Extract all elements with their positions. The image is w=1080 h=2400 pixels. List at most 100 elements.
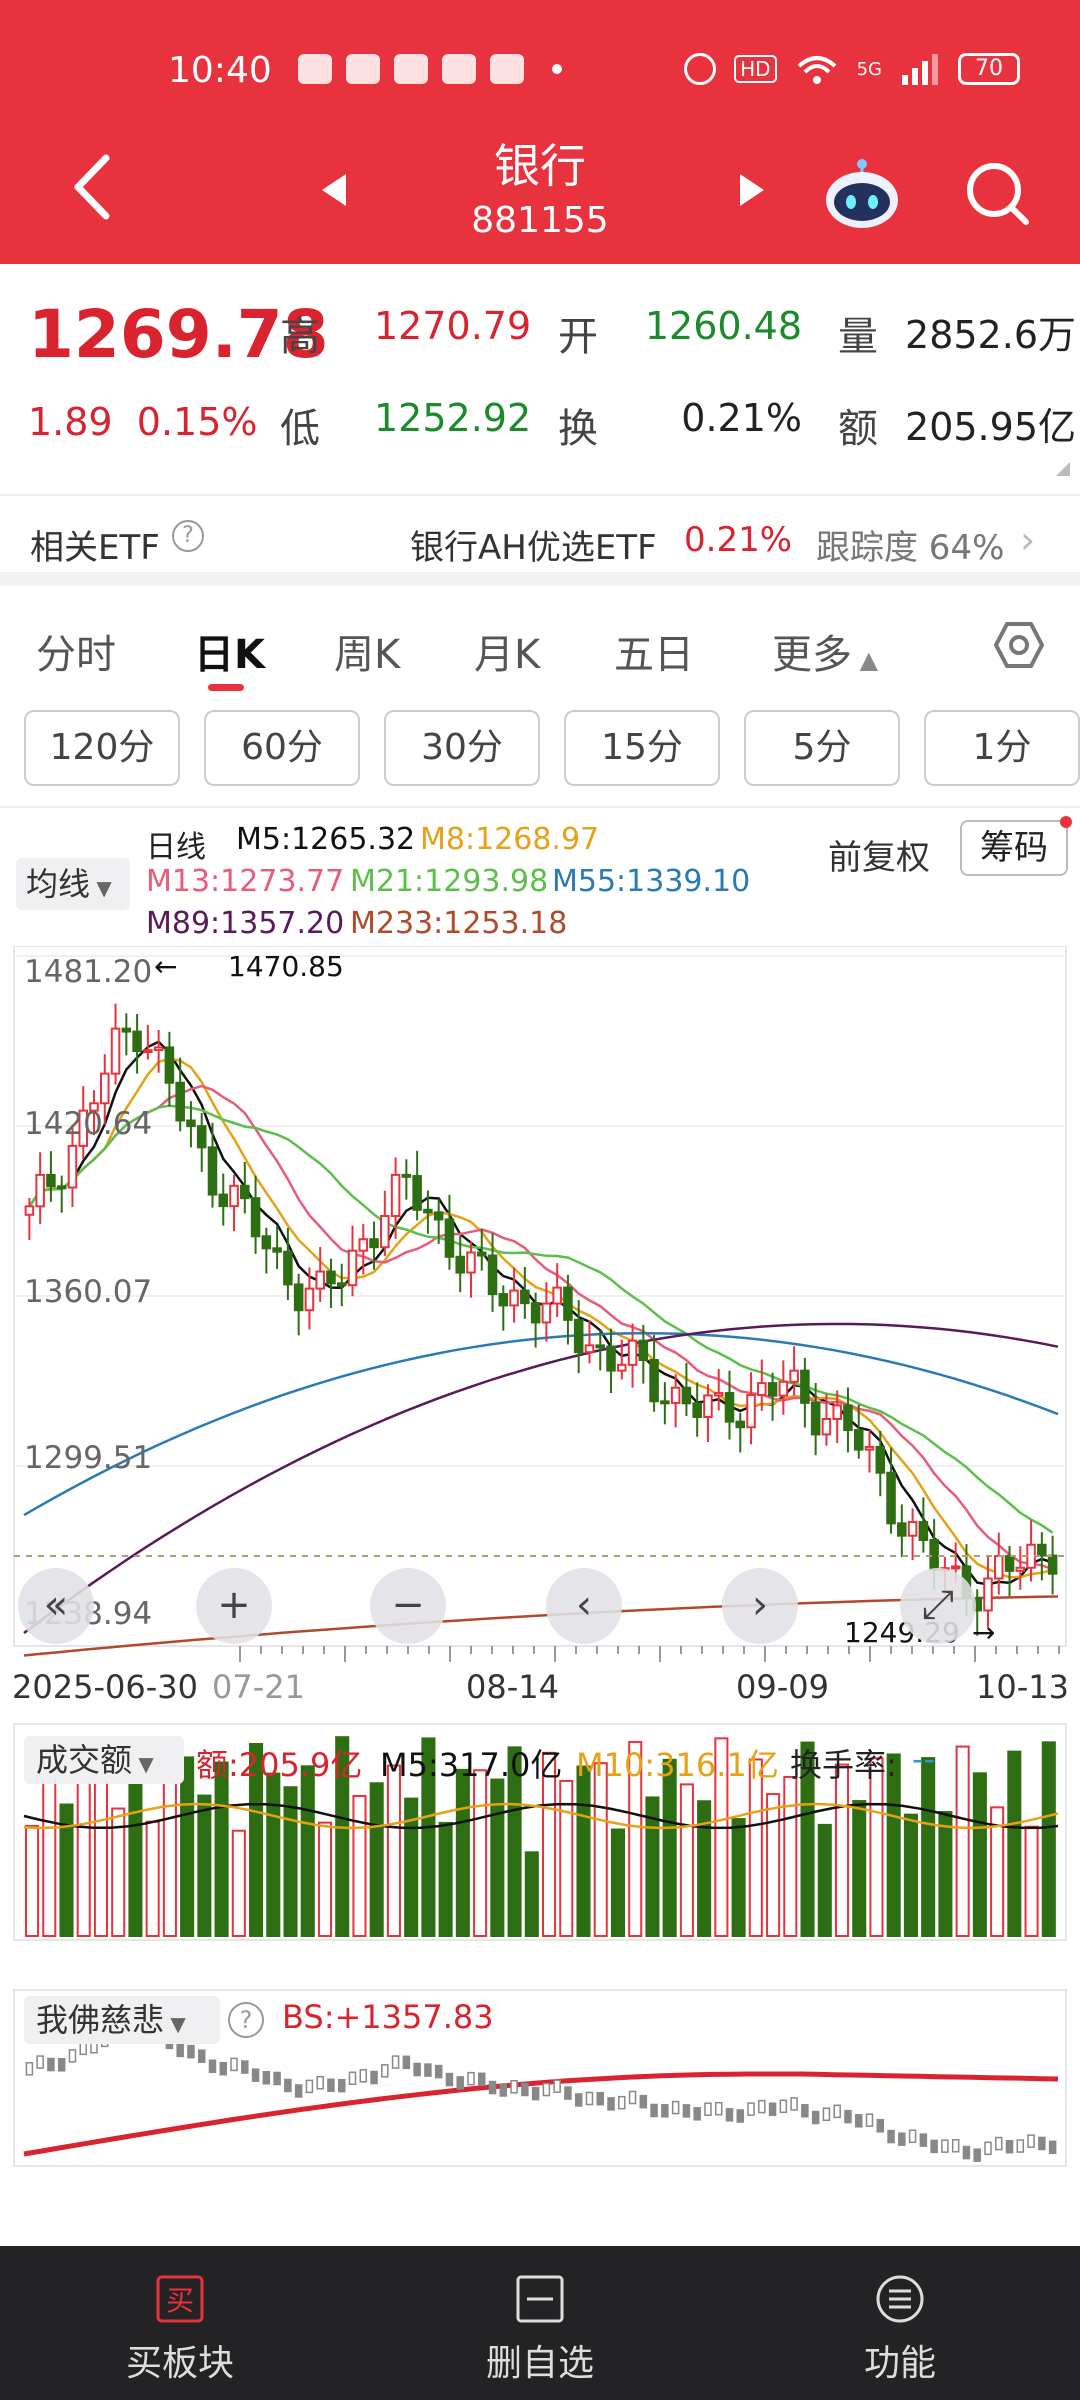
indicator-bar (1005, 2139, 1014, 2154)
functions-button[interactable]: 功能 (750, 2246, 1050, 2400)
candle-body (832, 1404, 842, 1421)
volume-indicator-dropdown[interactable]: 成交额 ▼ (24, 1736, 184, 1784)
tab-more-label: 更多 (772, 632, 852, 678)
indicator-bar (607, 2097, 615, 2111)
volume-bar (955, 1745, 970, 1937)
fullscreen-icon[interactable]: ⤢ (900, 1568, 976, 1644)
indicator-bar (876, 2118, 885, 2133)
indicator-bar (531, 2086, 540, 2101)
candle-body (326, 1270, 336, 1285)
indicator-bar (564, 2086, 572, 2100)
volume-bar (990, 1806, 1005, 1938)
indicator-bar (951, 2139, 960, 2153)
back-icon[interactable] (64, 152, 124, 222)
functions-label: 功能 (863, 2343, 936, 2384)
indicator-bar (47, 2057, 55, 2072)
period-5min[interactable]: 5分 (744, 710, 900, 786)
indicator-bar (521, 2082, 529, 2097)
volume-bar (25, 1825, 40, 1937)
candle-body (487, 1254, 498, 1296)
high-label: 高 (280, 314, 320, 360)
signal-icon (902, 54, 938, 85)
scroll-right-icon[interactable]: › (722, 1568, 798, 1644)
candle-body (347, 1249, 358, 1287)
bs-indicator-line (23, 2071, 1059, 2157)
search-icon[interactable] (962, 158, 1032, 228)
indicator-help-icon[interactable]: ? (228, 2002, 264, 2038)
indicator-bar (499, 2083, 508, 2097)
period-1min[interactable]: 1分 (924, 710, 1080, 786)
indicator-bar (381, 2064, 389, 2078)
previous-stock-icon[interactable] (316, 170, 356, 210)
candle-body (627, 1339, 638, 1366)
tab-monthly-k[interactable]: 月K (474, 632, 541, 678)
expand-corner-icon[interactable] (1056, 462, 1070, 476)
ma89-value: M89:1357.20 (146, 906, 345, 941)
zoom-out-icon[interactable]: − (370, 1568, 446, 1644)
candle-body (46, 1173, 56, 1188)
volume-header: 成交额 ▼ 额:205.9亿 M5:317.0亿 M10:316.1亿 换手率:… (0, 1736, 1080, 1786)
volume-bar (455, 1768, 470, 1937)
ma-selector-dropdown[interactable]: 均线 ▼ (16, 858, 130, 910)
etf-help-icon[interactable]: ? (172, 520, 204, 552)
gift-app-icon (490, 54, 524, 84)
candle-body (875, 1445, 886, 1474)
volume-bar (369, 1782, 384, 1938)
settings-hexagon-icon[interactable] (994, 620, 1044, 670)
indicator-bar (941, 2139, 949, 2153)
remove-watchlist-button[interactable]: 删自选 (390, 2246, 690, 2400)
top-bar: 10:40 HD 5G 70 银行 881155 (0, 0, 1080, 264)
period-15min[interactable]: 15分 (564, 710, 720, 786)
volume-bar (352, 1794, 367, 1937)
indicator-bar (618, 2095, 626, 2110)
period-120min[interactable]: 120分 (24, 710, 180, 786)
candle-body (272, 1247, 282, 1253)
candle-body (918, 1521, 929, 1541)
indicator-bar (478, 2072, 486, 2087)
candle-body (724, 1392, 735, 1423)
tab-weekly-k[interactable]: 周K (334, 632, 401, 678)
scroll-left-icon[interactable]: ‹ (546, 1568, 622, 1644)
chevron-right-icon: › (1020, 518, 1036, 562)
robot-assistant-icon[interactable] (822, 158, 902, 230)
bottom-nav: 买 买板块 删自选 功能 (0, 2246, 1080, 2400)
kline-chart[interactable] (0, 946, 1080, 2246)
scroll-to-start-icon[interactable]: « (18, 1568, 94, 1644)
indicator-bar (822, 2107, 831, 2122)
volume-bar (972, 1772, 987, 1938)
tab-five-day[interactable]: 五日 (614, 632, 694, 678)
candle-body (24, 1205, 35, 1216)
candle-body (1037, 1543, 1047, 1557)
volume-bar (507, 1746, 522, 1938)
indicator-bar (790, 2097, 798, 2111)
chip-distribution-button[interactable]: 筹码 (960, 820, 1068, 876)
period-60min[interactable]: 60分 (204, 710, 360, 786)
period-30min[interactable]: 30分 (384, 710, 540, 786)
indicator-bar (779, 2099, 788, 2114)
max-arrow: ← (154, 950, 178, 983)
candle-body (983, 1577, 993, 1612)
x-tick-1: 2025-06-30 (12, 1668, 198, 1706)
tab-daily-k[interactable]: 日K (194, 632, 265, 678)
related-etf-bar[interactable]: 相关ETF ? 银行AH优选ETF 0.21% 跟踪度 64% › (0, 494, 1080, 586)
tab-intraday[interactable]: 分时 (36, 632, 116, 678)
kline-chart-area[interactable]: 1481.20 1420.64 1360.07 1299.51 1238.94 … (0, 946, 1080, 2246)
tab-more[interactable]: 更多 ▲ (772, 622, 878, 680)
next-stock-icon[interactable] (730, 170, 770, 210)
amount-value: 205.95亿 (905, 405, 1076, 449)
indicator-bar (930, 2139, 938, 2154)
ma5-line (28, 1040, 1053, 1586)
adjustment-toggle[interactable]: 前复权 (828, 838, 930, 878)
turnover-rate-label: 换手率: (790, 1746, 897, 1784)
volume-bar (404, 1797, 419, 1937)
indicator-bar (585, 2091, 594, 2106)
min-arrow: → (972, 1616, 996, 1649)
y-tick-4: 1299.51 (24, 1440, 153, 1476)
indicator-dropdown[interactable]: 我佛慈悲 ▼ (24, 1996, 220, 2044)
buy-sector-button[interactable]: 买 买板块 (30, 2246, 330, 2400)
volume-bar (438, 1821, 453, 1937)
candle-body (767, 1382, 778, 1397)
volume-bar (783, 1775, 798, 1938)
zoom-in-icon[interactable]: + (196, 1568, 272, 1644)
etf-label: 相关ETF (30, 528, 160, 568)
